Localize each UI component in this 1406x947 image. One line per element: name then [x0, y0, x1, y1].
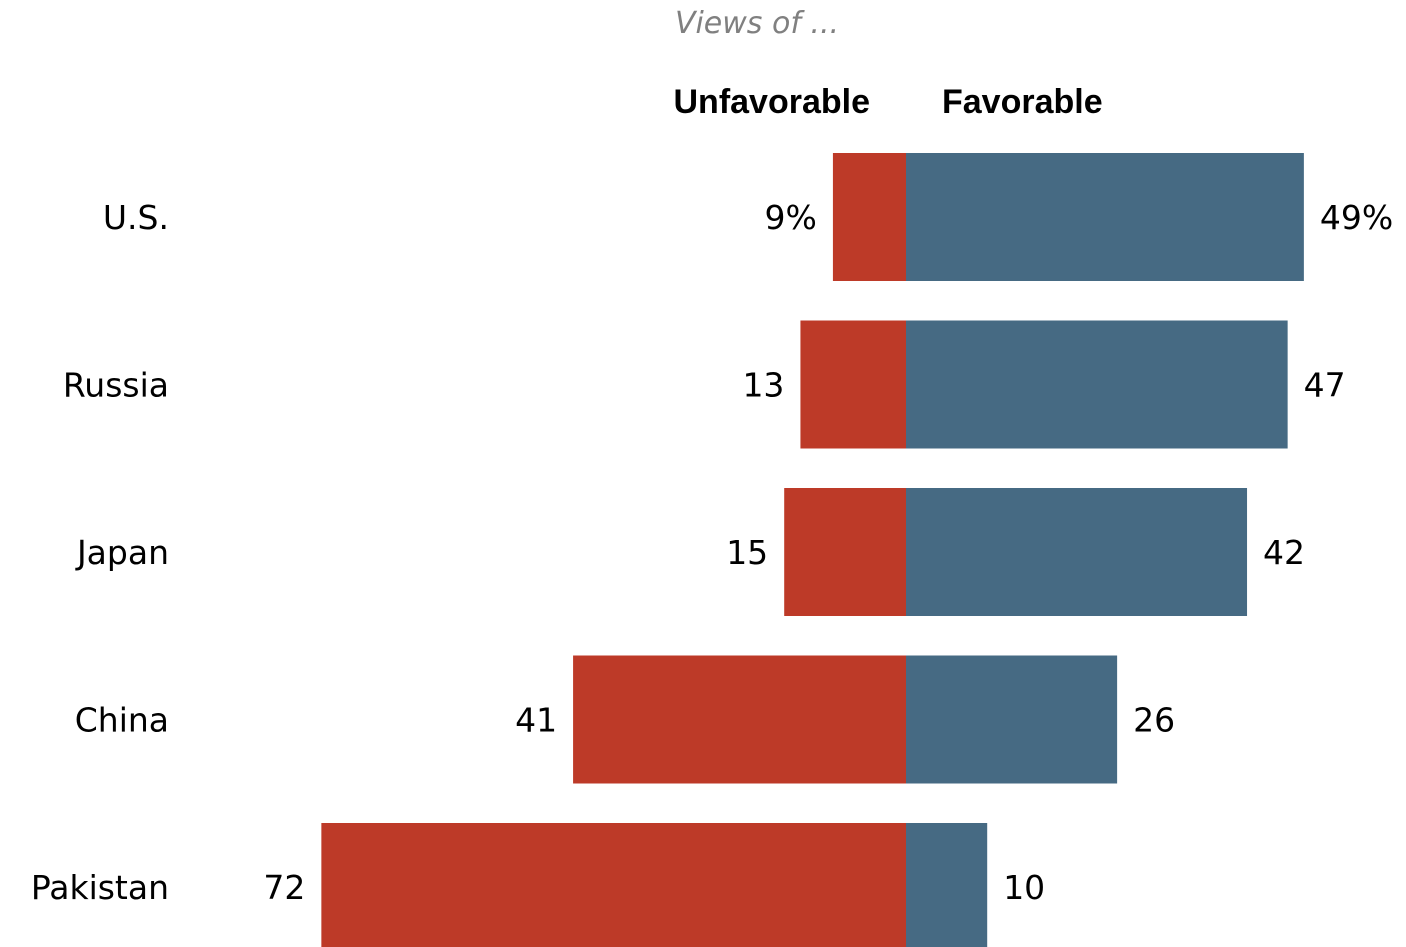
unfavorable-value-label: 13: [742, 366, 784, 405]
unfavorable-bar: [784, 488, 906, 616]
unfavorable-bar: [832, 153, 906, 281]
category-label: U.S.: [103, 198, 169, 237]
favorable-bar: [906, 153, 1304, 281]
chart-subtitle: Views of ...: [675, 6, 839, 41]
unfavorable-value-label: 15: [726, 533, 768, 572]
favorable-value-label: 26: [1133, 701, 1175, 740]
category-label: Japan: [75, 533, 169, 572]
unfavorable-bar: [321, 823, 906, 947]
favorable-value-label: 47: [1304, 366, 1346, 405]
favorable-bar: [906, 823, 988, 947]
favorable-bar: [906, 655, 1118, 784]
favorable-value-label: 49%: [1320, 198, 1393, 237]
unfavorable-bar: [800, 320, 906, 449]
favorable-value-label: 10: [1003, 868, 1045, 907]
favorable-value-label: 42: [1263, 533, 1305, 572]
unfavorable-value-label: 72: [263, 868, 305, 907]
unfavorable-bar: [573, 655, 906, 784]
favorable-bar: [906, 320, 1288, 449]
bars-group: U.S. 9% 49% Russia 13 47 Japan 15 42 China 41 26 Pak…: [31, 153, 1393, 947]
category-label: Pakistan: [31, 868, 169, 907]
unfavorable-value-label: 9%: [765, 198, 817, 237]
legend-unfavorable: Unfavorable: [674, 83, 871, 121]
category-label: China: [75, 701, 169, 740]
unfavorable-value-label: 41: [515, 701, 557, 740]
favorable-bar: [906, 488, 1248, 616]
legend-favorable: Favorable: [942, 83, 1103, 121]
category-label: Russia: [63, 366, 169, 405]
